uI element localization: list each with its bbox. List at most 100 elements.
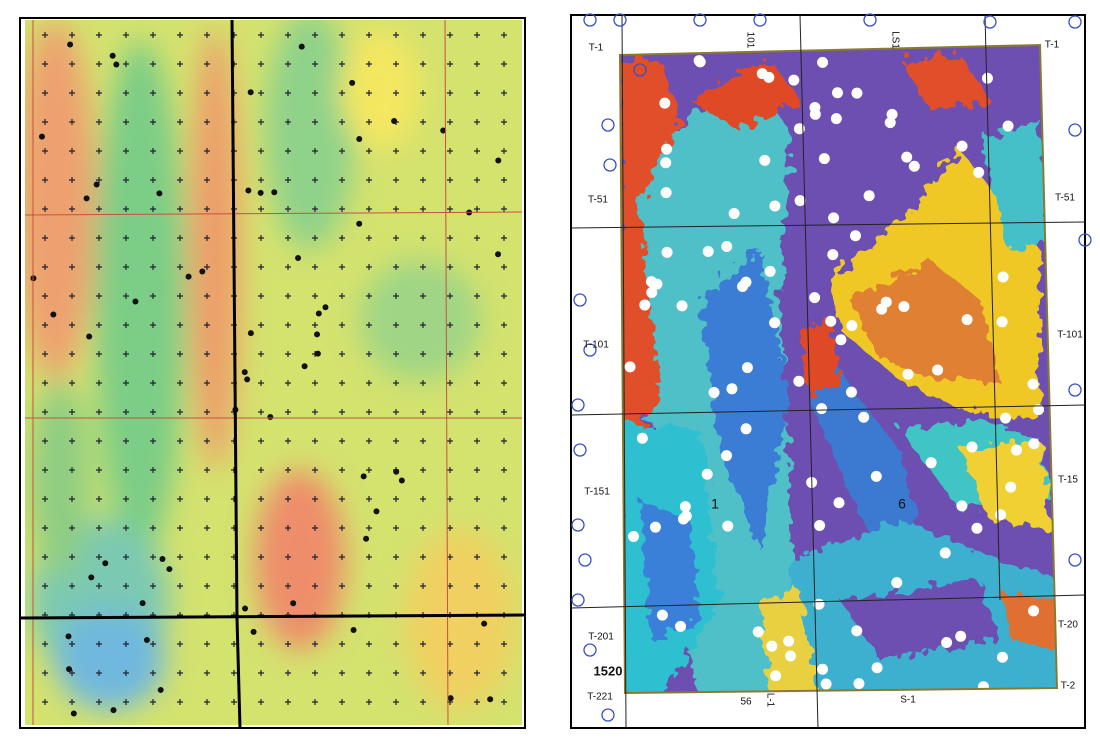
well-dot <box>109 52 116 59</box>
well-marker <box>150 641 156 647</box>
outer-well <box>613 13 627 27</box>
well-marker <box>42 264 48 270</box>
well-marker <box>312 148 318 154</box>
well-marker <box>447 525 453 531</box>
well-marker <box>312 583 318 589</box>
well-marker <box>501 525 507 531</box>
well-marker <box>339 293 345 299</box>
well-marker <box>312 554 318 560</box>
well-marker <box>96 206 102 212</box>
well-marker <box>177 351 183 357</box>
well-marker <box>366 293 372 299</box>
well-marker <box>366 206 372 212</box>
well-marker <box>69 148 75 154</box>
well-marker <box>393 32 399 38</box>
well-marker <box>447 351 453 357</box>
well-marker <box>123 380 129 386</box>
well-marker <box>204 293 210 299</box>
well-marker <box>339 32 345 38</box>
well-marker <box>123 554 129 560</box>
outer-well <box>603 158 617 172</box>
well-marker <box>204 206 210 212</box>
well-dot <box>242 605 249 612</box>
well-marker <box>366 322 372 328</box>
well-dot <box>241 369 248 376</box>
outer-well <box>573 443 587 457</box>
well-dot <box>356 136 363 143</box>
well-dot <box>257 189 264 196</box>
well-marker <box>123 670 129 676</box>
well <box>752 626 764 638</box>
well <box>728 208 740 220</box>
well-marker <box>474 322 480 328</box>
map-label: 6 <box>898 496 906 512</box>
well-marker <box>150 235 156 241</box>
well-marker <box>366 554 372 560</box>
well-marker <box>177 380 183 386</box>
well <box>941 636 953 648</box>
well-marker <box>285 61 291 67</box>
well-marker <box>501 409 507 415</box>
well-marker <box>123 293 129 299</box>
well-marker <box>447 496 453 502</box>
well-marker <box>393 438 399 444</box>
well <box>818 153 830 165</box>
well-marker <box>420 438 426 444</box>
well-marker <box>420 351 426 357</box>
well-marker <box>447 409 453 415</box>
well <box>870 470 882 482</box>
well-marker <box>393 206 399 212</box>
well-marker <box>312 32 318 38</box>
well-marker <box>501 264 507 270</box>
well-marker <box>312 467 318 473</box>
well-marker <box>123 438 129 444</box>
well-marker <box>312 525 318 531</box>
well-marker <box>177 322 183 328</box>
well <box>880 296 892 308</box>
well-dot <box>199 268 206 275</box>
well-marker <box>285 264 291 270</box>
well-dot <box>50 311 57 318</box>
well-marker <box>474 90 480 96</box>
well-marker <box>177 409 183 415</box>
well <box>851 87 863 99</box>
well-marker <box>339 525 345 531</box>
well-marker <box>285 351 291 357</box>
well-marker <box>258 322 264 328</box>
well-marker <box>339 583 345 589</box>
well-marker <box>177 206 183 212</box>
well-marker <box>123 496 129 502</box>
well-marker <box>96 264 102 270</box>
well-marker <box>204 409 210 415</box>
well <box>809 292 821 304</box>
map-label: T-1 <box>1045 40 1060 51</box>
well-dot <box>495 157 502 164</box>
well-marker <box>150 119 156 125</box>
well <box>898 301 910 313</box>
well-marker <box>393 351 399 357</box>
well-marker <box>447 90 453 96</box>
well-marker <box>339 206 345 212</box>
well-marker <box>420 206 426 212</box>
well-dot <box>70 710 77 717</box>
well-marker <box>447 32 453 38</box>
well-marker <box>96 409 102 415</box>
well-marker <box>123 583 129 589</box>
well-marker <box>177 61 183 67</box>
well-marker <box>501 438 507 444</box>
well <box>901 151 913 163</box>
well-marker <box>204 554 210 560</box>
well-marker <box>312 264 318 270</box>
well-marker <box>123 467 129 473</box>
well-marker <box>366 496 372 502</box>
well-marker <box>366 380 372 386</box>
well-marker <box>474 177 480 183</box>
well-marker <box>285 177 291 183</box>
well-marker <box>150 380 156 386</box>
well <box>660 157 672 169</box>
well-marker <box>285 206 291 212</box>
well-marker <box>420 496 426 502</box>
well <box>741 362 753 374</box>
well <box>828 212 840 224</box>
well-dot <box>295 254 302 261</box>
